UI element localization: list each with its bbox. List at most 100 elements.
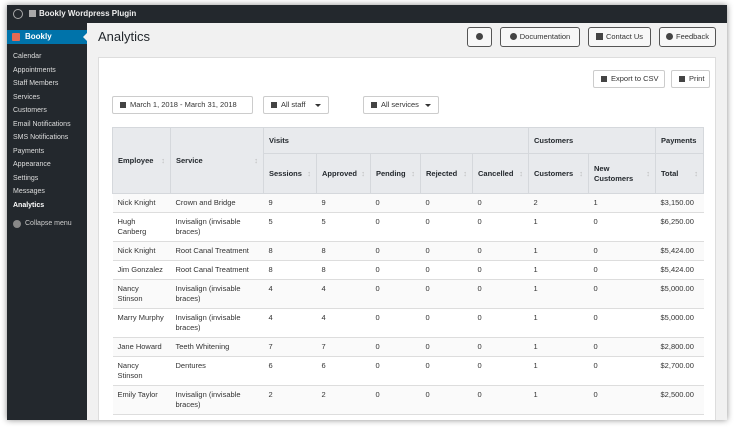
cell: 6 bbox=[263, 356, 317, 386]
column-header[interactable]: Total bbox=[655, 153, 705, 194]
cell: 8 bbox=[263, 260, 317, 280]
cell: 7 bbox=[263, 337, 317, 357]
label: Export to CSV bbox=[611, 74, 659, 83]
cell: 9 bbox=[316, 193, 371, 213]
cell: Emily Taylor bbox=[112, 385, 171, 415]
print-button[interactable]: Print bbox=[671, 70, 710, 88]
cell: $2,700.00 bbox=[655, 356, 704, 386]
label: Documentation bbox=[519, 32, 571, 41]
cell: Teeth Whitening bbox=[170, 337, 264, 357]
menu-item[interactable]: Staff Members bbox=[13, 80, 59, 87]
home-icon bbox=[29, 10, 36, 17]
table-row: Jim Gonzalez Root Canal Treatment 8 8 0 0 0 1 0 $… bbox=[112, 260, 704, 280]
cell: 5 bbox=[316, 212, 371, 242]
notifications-button[interactable] bbox=[467, 27, 492, 47]
sidebar: Bookly Collapse menu Calendar Appointment… bbox=[7, 23, 87, 420]
cell: 0 bbox=[472, 308, 529, 338]
cell: 0 bbox=[370, 260, 421, 280]
contact-button[interactable]: Contact Us bbox=[588, 27, 651, 47]
menu-item[interactable]: Analytics bbox=[13, 201, 45, 209]
menu-item[interactable]: Email Notifications bbox=[13, 120, 71, 128]
cell: Jim Gonzalez bbox=[112, 260, 171, 280]
cell: 0 bbox=[588, 279, 656, 309]
cell: Hugh Canberg bbox=[112, 212, 171, 242]
cell: Nick Knight bbox=[112, 193, 171, 213]
cell: 0 bbox=[472, 260, 529, 280]
column-header[interactable]: Cancelled bbox=[471, 153, 530, 194]
panel: Export to CSV Print March 1, 2018 - Marc… bbox=[98, 57, 716, 420]
staff-filter[interactable]: All staff bbox=[263, 96, 329, 114]
export-button[interactable]: Export to CSV bbox=[593, 70, 665, 88]
menu-item[interactable]: Calendar bbox=[13, 53, 42, 60]
menu-item[interactable]: Payments bbox=[13, 147, 45, 155]
cell: 1 bbox=[528, 241, 589, 261]
cell: 0 bbox=[370, 308, 421, 338]
page-title: Analytics bbox=[98, 29, 151, 44]
cell: 0 bbox=[370, 385, 421, 415]
menu-item[interactable]: Customers bbox=[13, 107, 47, 114]
menu-item[interactable]: Messages bbox=[13, 188, 45, 195]
cell: $5,000.00 bbox=[655, 308, 704, 338]
cell: 0 bbox=[370, 414, 421, 420]
table-row: BradleyInvisalign (invisable2200010$2,50… bbox=[112, 414, 704, 420]
window: Bookly Wordpress Plugin Bookly Collapse … bbox=[7, 5, 727, 420]
cell: 8 bbox=[263, 241, 317, 261]
column-header[interactable]: Rejected bbox=[420, 153, 473, 194]
cell: 0 bbox=[588, 414, 656, 420]
menu-item[interactable]: Services bbox=[13, 93, 40, 101]
column-header[interactable]: Customers bbox=[528, 153, 590, 194]
feedback-button[interactable]: Feedback bbox=[659, 27, 716, 47]
cell: 0 bbox=[420, 279, 473, 309]
wp-logo[interactable] bbox=[13, 9, 23, 19]
label: All services bbox=[381, 100, 419, 109]
cell: 0 bbox=[420, 308, 473, 338]
column-header[interactable]: Pending bbox=[370, 153, 421, 194]
cell: 0 bbox=[420, 414, 473, 420]
cell: 9 bbox=[263, 193, 317, 213]
site-name[interactable]: Bookly Wordpress Plugin bbox=[39, 9, 137, 18]
table-row: Marry Murphy Invisalign (invisable braces… bbox=[112, 308, 704, 338]
column-header[interactable]: New Customers bbox=[588, 153, 657, 194]
menu-item[interactable]: Appointments bbox=[13, 66, 56, 74]
cell: 0 bbox=[420, 212, 473, 242]
collapse-menu[interactable]: Collapse menu bbox=[13, 220, 72, 228]
label: Print bbox=[689, 74, 705, 83]
cell: Root Canal Treatment bbox=[170, 241, 264, 261]
documentation-button[interactable]: Documentation bbox=[500, 27, 580, 47]
column-header[interactable]: Employee bbox=[112, 127, 171, 194]
cell: 4 bbox=[316, 308, 371, 338]
cell: $2,800.00 bbox=[655, 337, 704, 357]
cell: 0 bbox=[472, 212, 529, 242]
table-row: Nancy Stinson Dentures 6 6 0 0 0 1 0 $2,700.00 bbox=[112, 356, 704, 386]
date-filter[interactable]: March 1, 2018 - March 31, 2018 bbox=[112, 96, 253, 114]
cell: Invisalign (invisable braces) bbox=[170, 385, 264, 415]
menu-item[interactable]: SMS Notifications bbox=[13, 134, 69, 141]
cell: $2,500.00 bbox=[655, 414, 704, 420]
cell: 2 bbox=[528, 193, 589, 213]
cell: Nancy Stinson bbox=[112, 356, 171, 386]
cell: 0 bbox=[370, 337, 421, 357]
cell: 0 bbox=[472, 193, 529, 213]
cell: 1 bbox=[588, 193, 656, 213]
menu-active[interactable]: Bookly bbox=[7, 30, 87, 44]
column-header[interactable]: Service bbox=[170, 127, 264, 194]
cell: 0 bbox=[588, 308, 656, 338]
cell: $3,150.00 bbox=[655, 193, 704, 213]
menu-item[interactable]: Appearance bbox=[13, 161, 51, 168]
menu-item[interactable]: Settings bbox=[13, 174, 39, 182]
cell: Invisalign (invisable bbox=[170, 414, 264, 420]
services-filter[interactable]: All services bbox=[363, 96, 439, 114]
cell: 0 bbox=[472, 279, 529, 309]
cell: 0 bbox=[370, 241, 421, 261]
cell: 0 bbox=[420, 241, 473, 261]
cell: 7 bbox=[316, 337, 371, 357]
label: Contact Us bbox=[605, 32, 644, 41]
column-header[interactable]: Approved bbox=[316, 153, 371, 194]
column-header[interactable]: Sessions bbox=[263, 153, 317, 194]
admin-bar: Bookly Wordpress Plugin bbox=[7, 5, 727, 23]
cell: 1 bbox=[528, 385, 589, 415]
cell: 4 bbox=[263, 279, 317, 309]
table-row: Nick Knight Crown and Bridge 9 9 0 0 0 2 1 $3,150… bbox=[112, 193, 704, 213]
cell: Bradley bbox=[112, 414, 171, 420]
table-row: Hugh Canberg Invisalign (invisable braces… bbox=[112, 212, 704, 242]
